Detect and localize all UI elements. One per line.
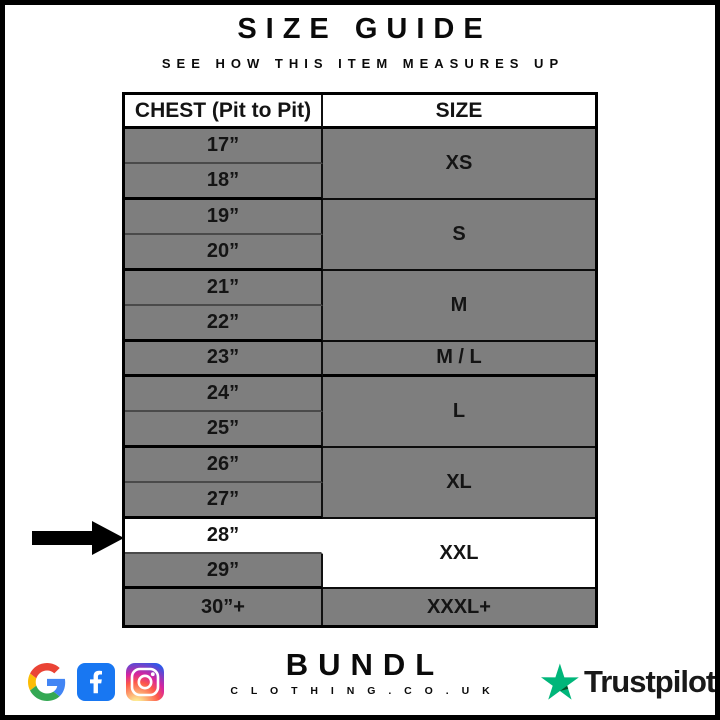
table-row: 17” XS [125,129,595,200]
chest-cell: 30”+ [125,589,323,625]
size-cell: S [323,199,595,271]
table-row: 28” XXL [125,518,595,590]
brand-name: BUNDL [285,647,445,682]
facebook-icon [77,663,115,701]
size-guide-title: SIZE GUIDE [237,13,492,45]
size-cell: XXL [323,518,595,590]
brand-logo: BUNDL C L O T H I N G . C O . U K [0,647,720,697]
highlight-arrow-icon [32,521,124,555]
size-table: CHEST (Pit to Pit) SIZE 17” XS 18” 19” S 20” 2… [122,92,598,628]
size-guide-subtitle: SEE HOW THIS ITEM MEASURES UP [161,56,565,71]
table-header-size: SIZE [323,95,595,129]
chest-cell: 24” [125,376,323,413]
table-row: 24” L [125,376,595,448]
table-row: 30”+ XXXL+ [125,589,595,625]
size-cell: M / L [323,341,595,377]
table-row: 25” [125,412,595,448]
size-table-container: CHEST (Pit to Pit) SIZE 17” XS 18” 19” S 20” 2… [122,92,598,628]
instagram-icon [126,663,164,701]
trustpilot-star-icon [541,663,579,700]
size-cell: XS [323,129,595,200]
table-header-row: CHEST (Pit to Pit) SIZE [125,95,595,129]
size-cell: M [323,270,595,342]
chest-cell: 19” [125,199,323,236]
google-icon [28,663,66,701]
chest-cell: 29” [125,554,323,590]
social-icons [28,663,164,701]
chest-cell: 26” [125,447,323,484]
chest-cell: 18” [125,164,323,200]
chest-cell: 21” [125,270,323,307]
table-row: 22” [125,306,595,342]
table-row: 27” [125,483,595,519]
trustpilot-label: Trustpilot [584,663,716,699]
chest-cell: 20” [125,235,323,271]
brand-domain: C L O T H I N G . C O . U K [230,685,495,697]
chest-cell: 28” [125,518,323,555]
table-row: 21” M [125,270,595,342]
table-row: 23” M / L [125,341,595,377]
table-row: 20” [125,235,595,271]
table-header-chest: CHEST (Pit to Pit) [125,95,323,129]
size-table-body: 17” XS 18” 19” S 20” 21” M 22” 23” M / L 24” L 25” 26”… [125,129,595,625]
chest-cell: 22” [125,306,323,342]
chest-cell: 25” [125,412,323,448]
size-cell: L [323,376,595,448]
chest-cell: 17” [125,129,323,165]
chest-cell: 27” [125,483,323,519]
table-row: 18” [125,164,595,200]
table-row: 29” [125,554,595,590]
table-row: 19” S [125,199,595,271]
size-cell: XL [323,447,595,519]
trustpilot-logo: Trustpilot [541,663,716,700]
size-cell: XXXL+ [323,589,595,625]
chest-cell: 23” [125,341,323,377]
table-row: 26” XL [125,447,595,519]
